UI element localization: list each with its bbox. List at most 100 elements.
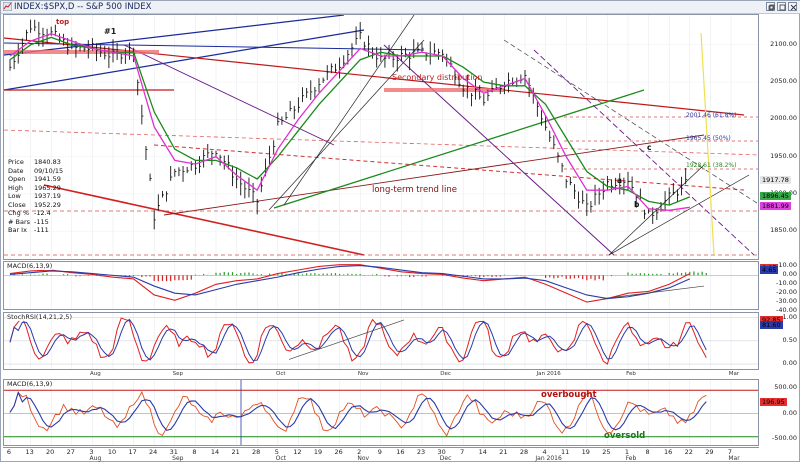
date-tick-label: 8 <box>645 448 650 456</box>
fan-line-1 <box>268 39 425 211</box>
fan-line-2 <box>283 15 415 206</box>
info-value: 1965.29 <box>34 183 61 192</box>
month-label: Aug <box>89 455 102 462</box>
info-value: 1840.83 <box>34 158 61 166</box>
date-tick-label: 21 <box>499 448 508 456</box>
info-key: Close <box>8 200 26 209</box>
info-row: Low 1937.19 <box>8 192 63 201</box>
month-label: Oct <box>275 455 286 462</box>
month-label: Jan 2016 <box>535 455 562 462</box>
macd2-axis: 500.00 0.00 -500.00 196.95 <box>759 379 799 446</box>
info-value: 1937.19 <box>34 192 61 200</box>
info-key: High <box>8 183 23 192</box>
y-tick-label: 500.00 <box>774 382 797 391</box>
info-value: 1941.59 <box>34 175 61 183</box>
stochrsi-panel[interactable]: StochRSI(14,21,2,5) <box>3 312 759 370</box>
date-tick-label: 20 <box>46 448 55 456</box>
date-tick-label: 14 <box>210 448 220 456</box>
date-tick-label: 31 <box>169 448 178 456</box>
info-row: Date 09/10/15 <box>8 167 63 176</box>
value-badge: 1881.99 <box>760 202 791 211</box>
date-tick-label: 13 <box>25 448 34 456</box>
annotation-trend: long-term trend line <box>372 185 457 195</box>
value-badge: 1917.78 <box>760 176 791 185</box>
rsi-month-label: Mar <box>728 371 740 377</box>
rsi-trend-line <box>288 319 405 360</box>
price-panel[interactable]: Price 1840.83 Date 09/10/15 Open 1941.59 High 1… <box>3 14 759 260</box>
month-label: Nov <box>357 455 370 462</box>
stochrsi-line <box>9 316 707 365</box>
macd-panel-2[interactable]: MACD(6,13,9) overbought oversold <box>3 379 759 446</box>
date-tick-label: 11 <box>561 448 570 456</box>
date-tick-label: 2 <box>357 448 362 456</box>
red-dashed-channel <box>153 144 745 191</box>
date-tick-label: 27 <box>66 448 75 456</box>
fib-level-382: 1928.61 (38.2%) <box>686 162 737 169</box>
y-tick-label: 2100.00 <box>770 39 797 48</box>
info-key: Open <box>8 175 26 183</box>
purple-line <box>383 44 615 256</box>
yellow-projection-line <box>700 32 715 256</box>
macd2-line <box>9 390 707 437</box>
date-tick-label: 1 <box>624 448 630 456</box>
macd-panel-1[interactable]: MACD(6,13,9) <box>3 261 759 310</box>
annotation-overbought: overbought <box>541 390 597 400</box>
green-moving-average <box>9 36 691 206</box>
price-axis: 2100.002050.002000.001950.001900.001850.… <box>759 14 799 260</box>
annotation-secondary: Secondary distribution <box>392 73 483 82</box>
value-badge: 4.65 <box>760 266 779 275</box>
blue-trend-line <box>4 29 365 91</box>
title-bar: INDEX:$SPX,D -- S&P 500 INDEX <box>1 1 800 14</box>
info-key: Chg % <box>8 209 30 217</box>
close-button[interactable] <box>788 2 797 11</box>
stochrsi-chart-svg <box>4 313 758 369</box>
info-key: Price <box>8 158 24 166</box>
stochrsi-axis: 1.00 0.50 0.00 92.85 81.60 <box>759 312 799 370</box>
date-tick-label: 19 <box>313 448 323 456</box>
restore-button[interactable] <box>766 2 775 11</box>
y-tick-label: 0.00 <box>782 408 797 417</box>
value-badge: 196.95 <box>760 398 787 407</box>
date-tick-label: 29 <box>705 448 714 456</box>
maximize-button[interactable] <box>777 2 786 11</box>
y-tick-label: 2050.00 <box>770 77 797 86</box>
fib-level-618: 2001.46 (61.8%) <box>686 112 737 119</box>
date-tick-label: 21 <box>231 448 240 456</box>
date-tick-label: 30 <box>437 448 446 456</box>
rsi-month-label: Aug <box>90 371 101 377</box>
info-row: Chg % -12.4 <box>8 209 63 218</box>
stochrsi-signal-line <box>9 318 707 361</box>
info-row: Open 1941.59 <box>8 175 63 184</box>
info-row: Price 1840.83 <box>8 158 63 167</box>
date-tick-label: 7 <box>727 448 733 456</box>
restore-icon <box>768 4 775 11</box>
maximize-icon <box>779 4 786 11</box>
macd2-chart-svg <box>4 380 758 445</box>
date-tick-label: 22 <box>684 448 693 456</box>
chart-icon <box>3 2 12 11</box>
date-tick-label: 26 <box>334 448 343 456</box>
y-tick-label: -500.00 <box>771 434 797 443</box>
info-row: # Bars -115 <box>8 218 63 227</box>
macd1-axis: 10.000.00-10.00-20.00-30.00-40.006.974.6… <box>759 261 799 314</box>
date-tick-label: 16 <box>664 448 673 456</box>
info-key: Low <box>8 192 21 200</box>
value-badge: 92.85 <box>760 315 783 324</box>
annotation-a: a <box>617 176 623 185</box>
annotation-b: b <box>634 200 640 209</box>
macd-line <box>9 264 691 303</box>
macd1-label: MACD(6,13,9) <box>7 262 53 270</box>
date-tick-label: 6 <box>6 448 12 456</box>
y-tick-label: 0.00 <box>782 270 797 279</box>
stochrsi-label: StochRSI(14,21,2,5) <box>7 313 72 321</box>
magenta-moving-average <box>9 32 690 211</box>
fan-line-4 <box>608 174 750 256</box>
purple-line-2 <box>123 44 335 146</box>
date-tick-label: 17 <box>128 448 137 456</box>
date-tick-label: 10 <box>107 448 117 456</box>
date-tick-label: 12 <box>293 448 302 456</box>
macd2-label: MACD(6,13,9) <box>7 380 53 388</box>
window-title: INDEX:$SPX,D -- S&P 500 INDEX <box>14 2 152 12</box>
y-tick-label: 0.00 <box>782 359 797 368</box>
